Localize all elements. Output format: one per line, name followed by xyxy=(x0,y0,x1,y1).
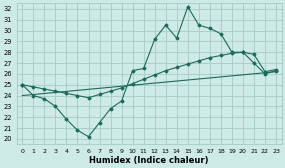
X-axis label: Humidex (Indice chaleur): Humidex (Indice chaleur) xyxy=(89,156,209,164)
